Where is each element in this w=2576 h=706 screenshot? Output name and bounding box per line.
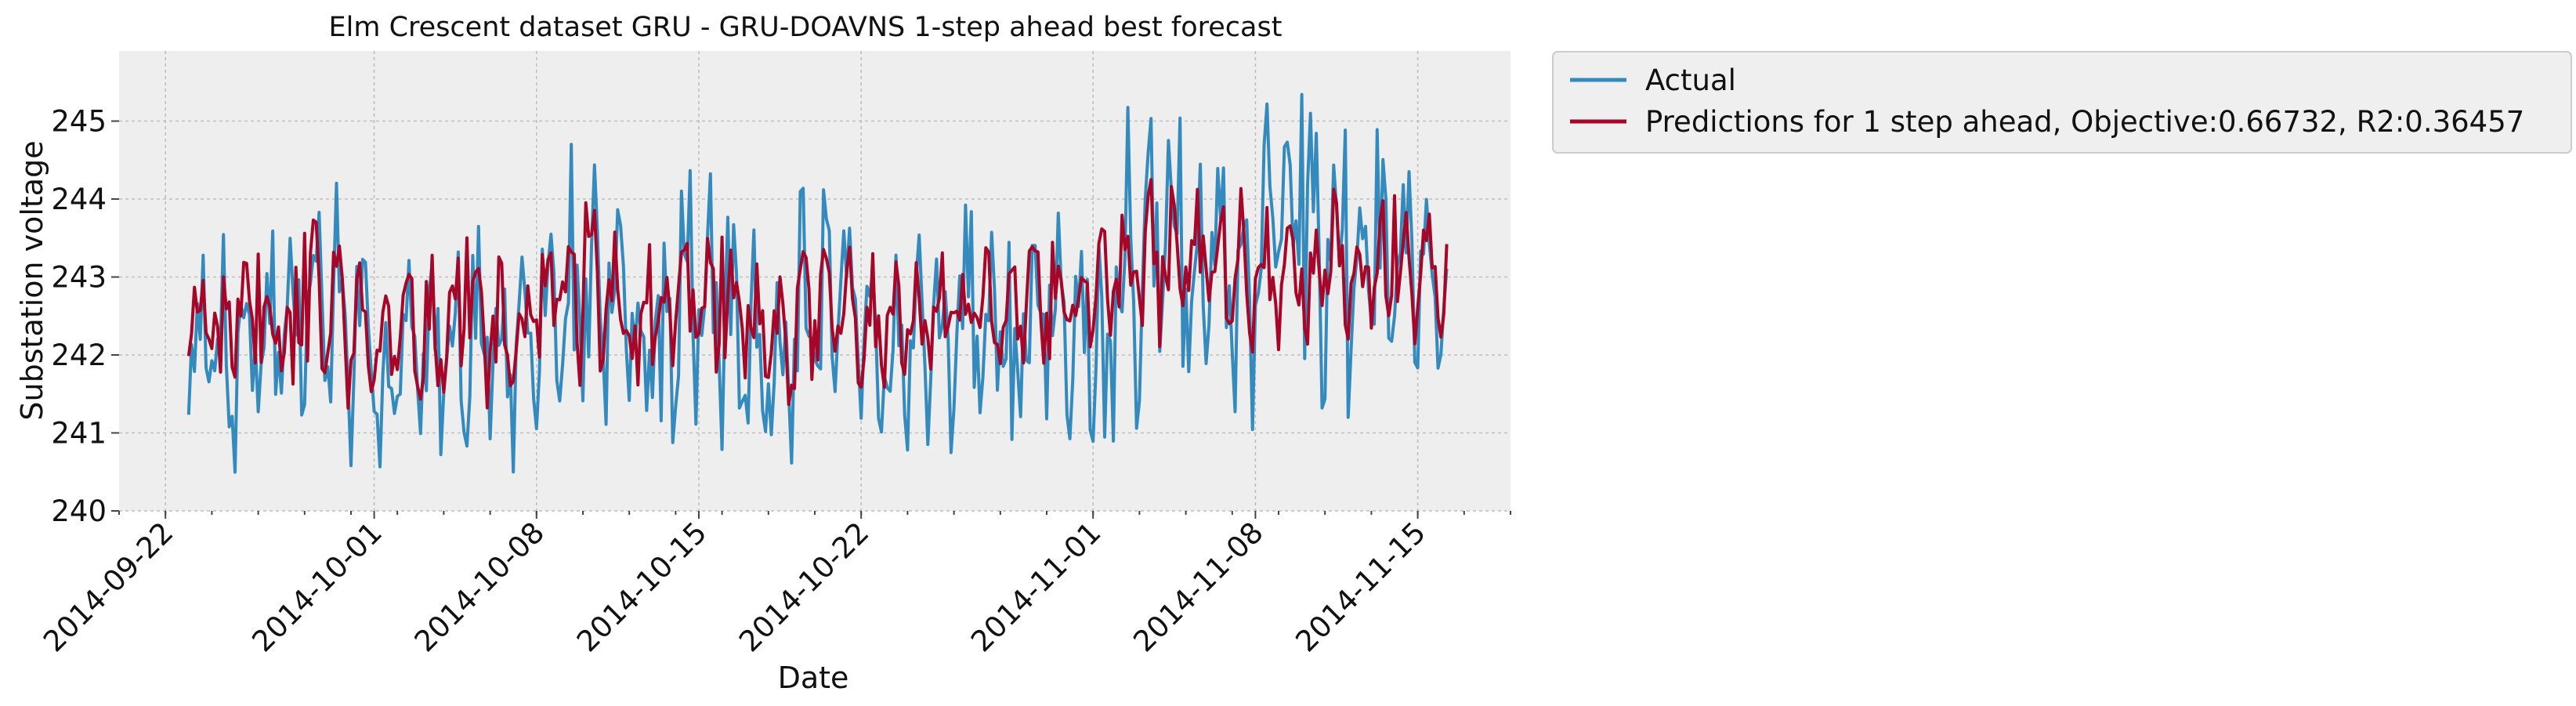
x-tick-label: 2014-11-01 (964, 516, 1107, 658)
legend-label: Predictions for 1 step ahead, Objective:… (1645, 105, 2524, 139)
x-axis-label: Date (778, 661, 849, 695)
y-tick-label: 241 (51, 417, 107, 451)
legend-box (1552, 51, 2572, 154)
y-axis-label: Substation voltage (15, 140, 49, 420)
x-tick-label: 2014-10-22 (733, 516, 875, 658)
y-tick-label: 240 (51, 494, 107, 528)
series-line (186, 92, 1449, 474)
series-layer (186, 92, 1449, 474)
y-tick-label: 244 (51, 183, 107, 216)
y-axis: 240 241 242 243 244 245 (51, 105, 119, 528)
x-axis: 2014-09-22 2014-10-01 2014-10-08 2014-10-15… (37, 511, 1511, 658)
x-tick-label: 2014-10-08 (408, 516, 551, 658)
x-tick-label: 2014-11-08 (1127, 516, 1269, 658)
x-tick-label: 2014-11-15 (1290, 516, 1432, 658)
x-tick-label: 2014-09-22 (37, 516, 179, 658)
legend: Actual Predictions for 1 step ahead, Obje… (1552, 51, 2572, 154)
legend-label: Actual (1645, 63, 1736, 97)
y-tick-label: 243 (51, 261, 107, 295)
series-line (186, 178, 1449, 410)
x-tick-label: 2014-10-01 (246, 516, 389, 658)
chart-title: Elm Crescent dataset GRU - GRU-DOAVNS 1-… (329, 12, 1283, 43)
y-tick-label: 242 (51, 339, 107, 372)
y-tick-label: 245 (51, 105, 107, 139)
x-tick-label: 2014-10-15 (570, 516, 713, 658)
